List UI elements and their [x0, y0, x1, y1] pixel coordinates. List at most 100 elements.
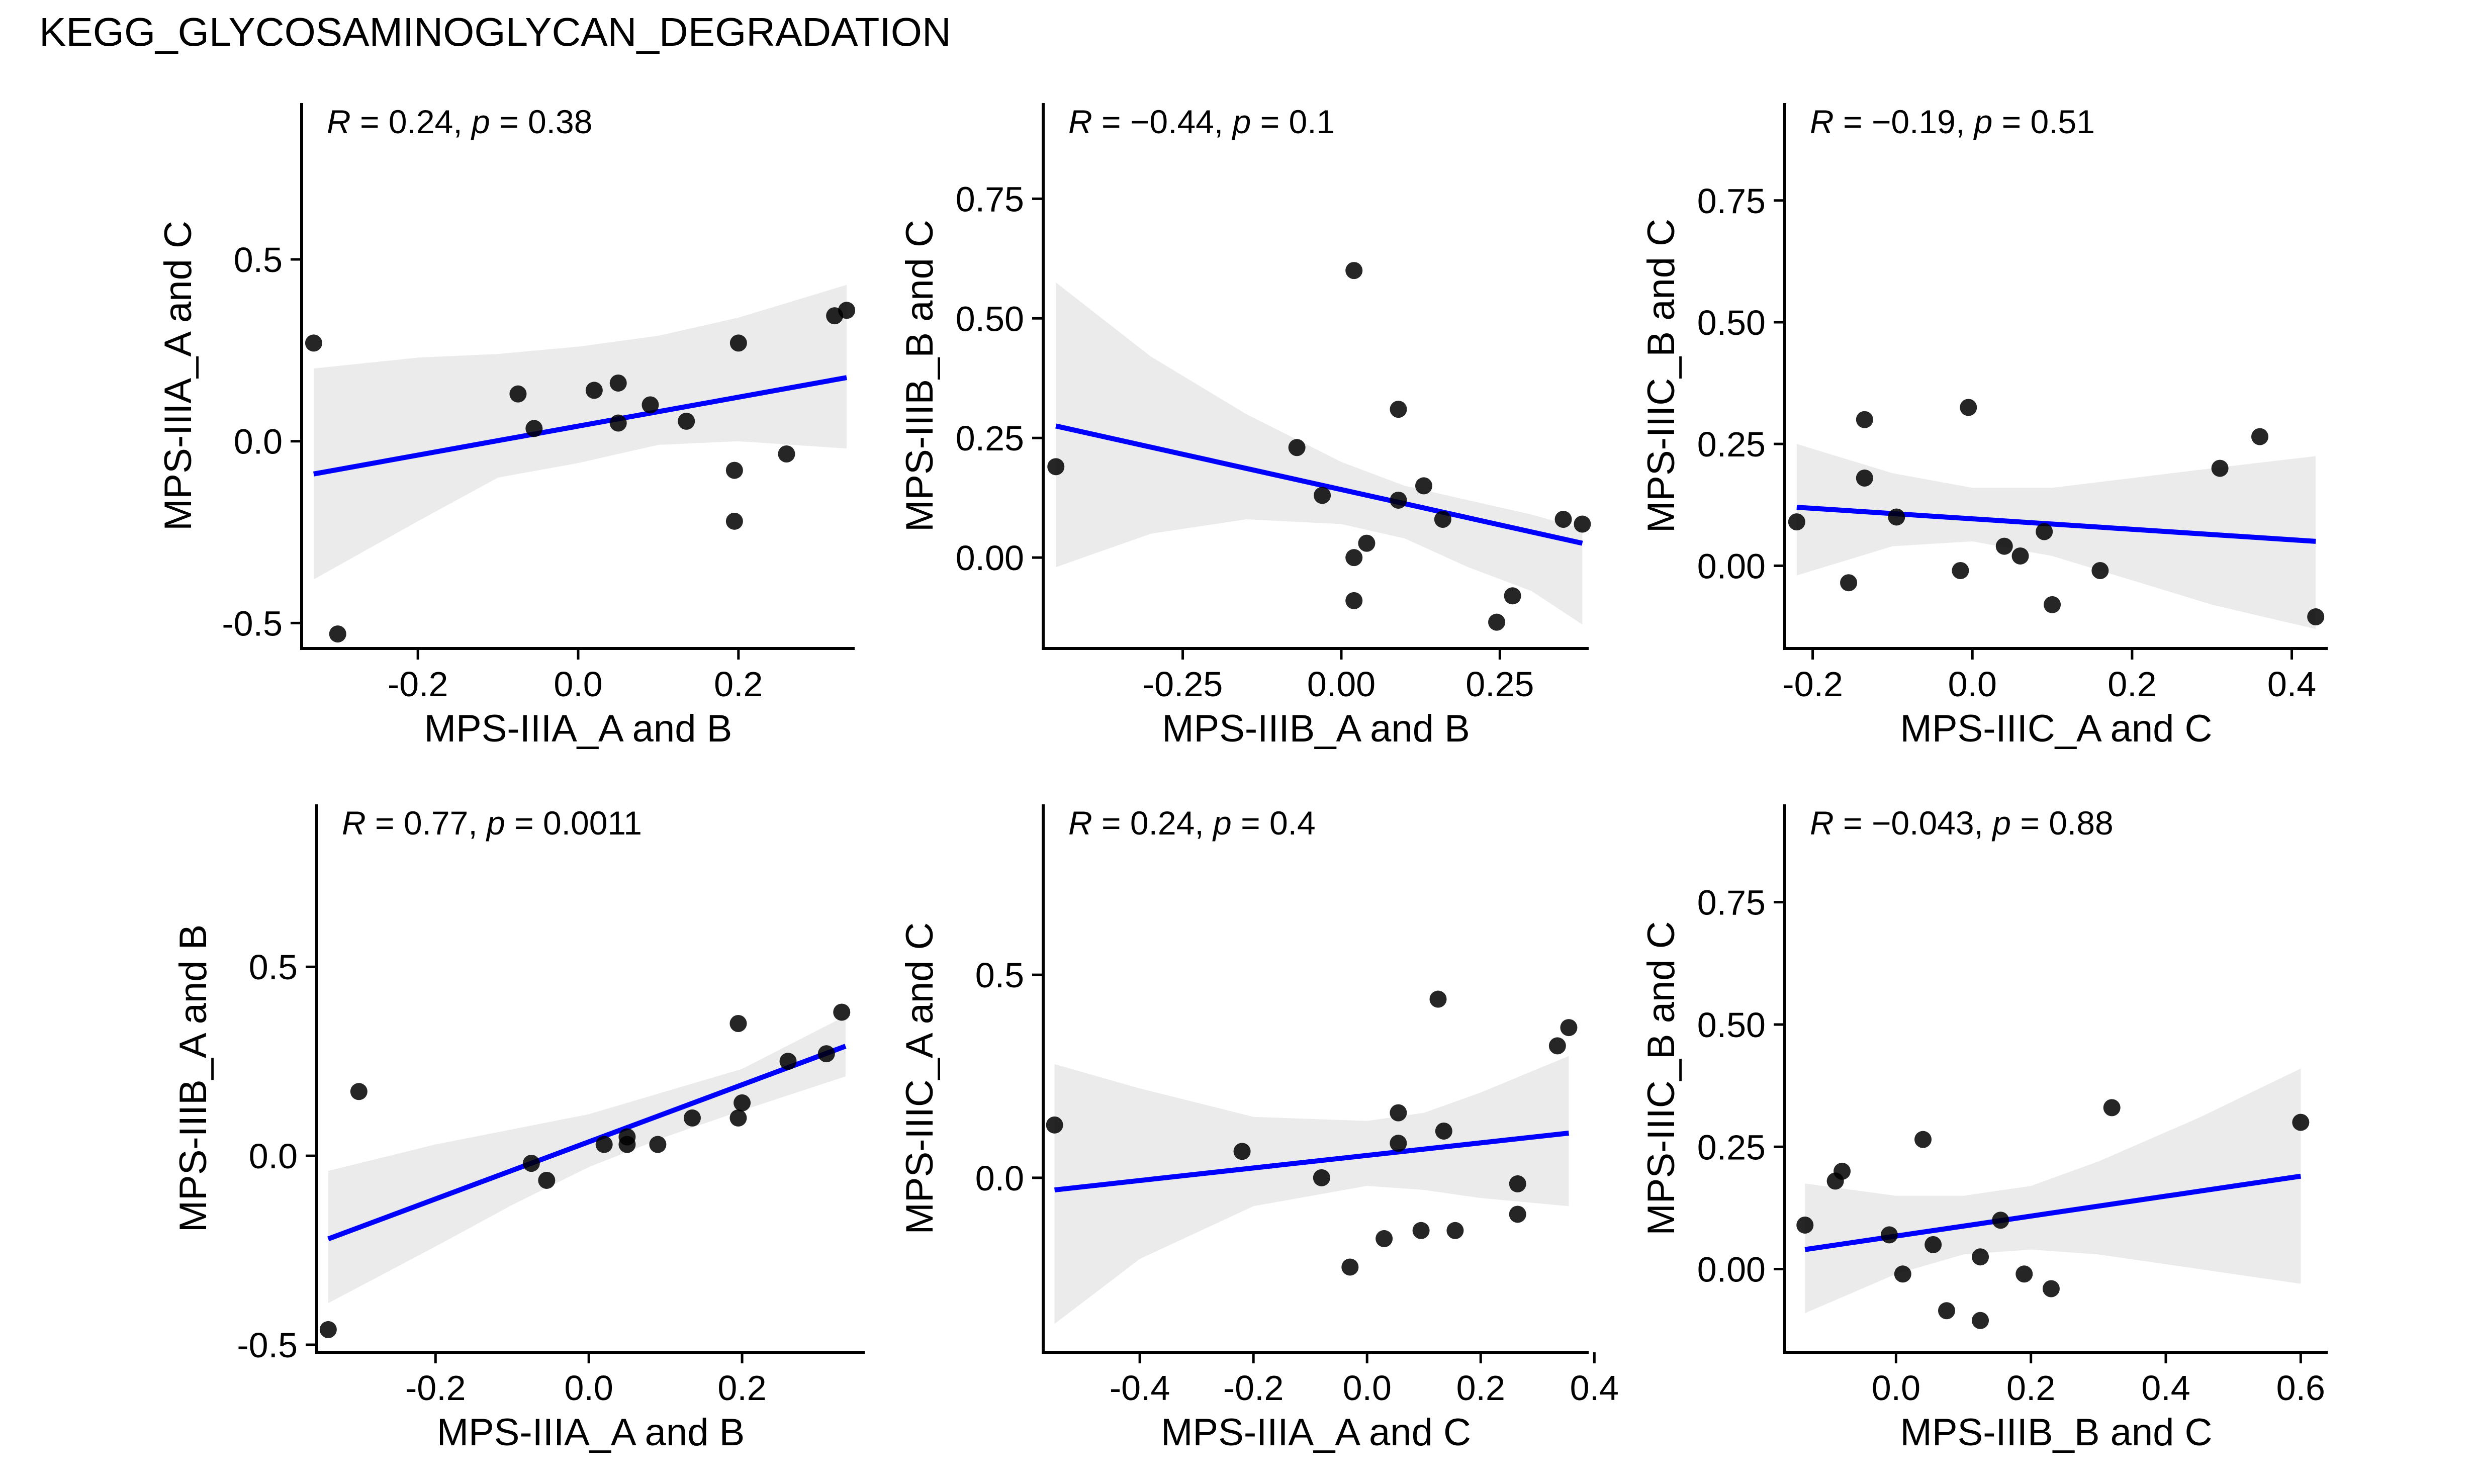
- x-axis-label: MPS-IIIA_A and B: [437, 1411, 745, 1454]
- data-point: [1952, 562, 1969, 579]
- data-point: [1788, 513, 1805, 531]
- data-point: [642, 396, 659, 414]
- data-point: [1894, 1265, 1911, 1283]
- data-point: [1415, 477, 1432, 495]
- y-axis-label: MPS-IIIC_B and C: [1640, 219, 1683, 533]
- x-axis-label: MPS-IIIA_A and C: [1161, 1411, 1471, 1454]
- y-tick-label: 0.50: [1697, 1005, 1766, 1045]
- data-point: [609, 414, 627, 432]
- data-point: [1412, 1222, 1430, 1239]
- data-point: [1434, 511, 1451, 528]
- x-tick-label: 0.2: [714, 665, 763, 704]
- data-point: [683, 1109, 701, 1127]
- x-tick-label: -0.25: [1143, 665, 1223, 704]
- data-point: [2103, 1099, 2121, 1117]
- y-axis-label: MPS-IIIB_B and C: [898, 220, 941, 532]
- data-point: [1358, 534, 1376, 552]
- data-point: [1376, 1230, 1393, 1247]
- x-tick-label: 0.0: [554, 665, 602, 704]
- x-axis-label: MPS-IIIC_A and C: [1900, 707, 2213, 750]
- y-tick-label: 0.75: [1697, 883, 1766, 922]
- confidence-band: [1805, 1068, 2301, 1314]
- data-point: [525, 420, 543, 437]
- x-tick-label: 0.2: [1456, 1368, 1505, 1408]
- data-point: [1488, 613, 1506, 631]
- confidence-band: [1054, 1056, 1569, 1324]
- correlation-annotation: R = 0.24, p = 0.4: [1068, 804, 1316, 842]
- data-point: [1390, 401, 1407, 418]
- data-point: [779, 1053, 797, 1070]
- data-point: [2044, 596, 2061, 613]
- data-point: [1429, 990, 1447, 1008]
- data-point: [1995, 537, 2013, 555]
- data-point: [538, 1171, 556, 1189]
- data-point: [1345, 549, 1363, 567]
- data-point: [305, 334, 322, 352]
- regression-line: [327, 1044, 847, 1242]
- confidence-band: [1056, 282, 1583, 625]
- data-point: [1233, 1143, 1251, 1160]
- data-point: [1972, 1312, 1989, 1329]
- data-point: [833, 1003, 851, 1021]
- y-tick-label: 0.25: [1697, 1128, 1766, 1167]
- y-tick-label: 0.00: [1697, 546, 1766, 586]
- data-point: [618, 1128, 636, 1146]
- data-point: [1390, 1104, 1407, 1122]
- y-tick-label: -0.5: [222, 604, 283, 643]
- y-tick-label: 0.00: [956, 538, 1024, 578]
- x-tick-label: 0.00: [1307, 665, 1376, 704]
- x-tick-label: 0.2: [2108, 665, 2156, 704]
- data-point: [2307, 608, 2325, 626]
- data-point: [1856, 411, 1873, 428]
- data-point: [350, 1083, 368, 1100]
- data-point: [1925, 1236, 1942, 1253]
- correlation-annotation: R = 0.24, p = 0.38: [327, 103, 592, 140]
- data-point: [1509, 1205, 1526, 1223]
- correlation-annotation: R = −0.043, p = 0.88: [1810, 804, 2114, 842]
- y-tick-label: 0.0: [234, 422, 283, 461]
- y-tick-label: 0.5: [234, 240, 283, 280]
- data-point: [585, 382, 603, 399]
- regression-line: [1054, 1131, 1569, 1193]
- data-point: [1313, 1169, 1330, 1186]
- data-point: [1880, 1226, 1898, 1244]
- confidence-band: [1796, 444, 2316, 629]
- data-point: [838, 302, 856, 319]
- y-tick-label: 0.25: [1697, 425, 1766, 464]
- x-tick-label: 0.4: [2141, 1368, 2190, 1408]
- data-point: [678, 412, 695, 430]
- y-tick-label: 0.50: [956, 299, 1024, 338]
- data-point: [1345, 262, 1363, 280]
- data-point: [1435, 1122, 1452, 1140]
- x-axis-label: MPS-IIIA_A and B: [424, 707, 732, 750]
- data-point: [2015, 1265, 2033, 1283]
- data-point: [1390, 1135, 1407, 1152]
- data-point: [1574, 515, 1591, 533]
- data-point: [1840, 574, 1858, 592]
- x-tick-label: 0.4: [1570, 1368, 1619, 1408]
- data-point: [329, 625, 346, 643]
- data-point: [1548, 1037, 1566, 1055]
- data-point: [522, 1155, 540, 1172]
- y-tick-label: 0.00: [1697, 1250, 1766, 1289]
- confidence-band: [328, 1015, 846, 1304]
- data-point: [2042, 1280, 2060, 1297]
- data-point: [1509, 1175, 1526, 1192]
- x-tick-label: 0.0: [1343, 1368, 1392, 1408]
- data-point: [729, 334, 747, 352]
- data-point: [1288, 439, 1306, 456]
- x-tick-label: -0.2: [1223, 1368, 1284, 1408]
- data-point: [1972, 1248, 1989, 1266]
- data-point: [817, 1045, 835, 1063]
- x-tick-label: -0.4: [1110, 1368, 1170, 1408]
- x-tick-label: 0.2: [2006, 1368, 2055, 1408]
- regression-line: [1055, 423, 1583, 546]
- y-tick-label: 0.0: [975, 1159, 1024, 1198]
- x-tick-label: 0.4: [2267, 665, 2316, 704]
- data-point: [2036, 523, 2053, 540]
- scatter-panel-6: 0.0 0.2 0.4 0.6 0.00 0.25 0.50 0.75 MPS-IIIB_B a…: [1640, 804, 2328, 1454]
- data-point: [1314, 487, 1331, 504]
- scatter-panel-4: -0.2 0.0 0.2 -0.5 0.0 0.5 MPS-IIIA_A and B MPS-…: [172, 804, 865, 1454]
- scatter-panel-1: -0.2 0.0 0.2 -0.5 0.0 0.5 MPS-IIIA_A and B MPS-…: [157, 103, 856, 750]
